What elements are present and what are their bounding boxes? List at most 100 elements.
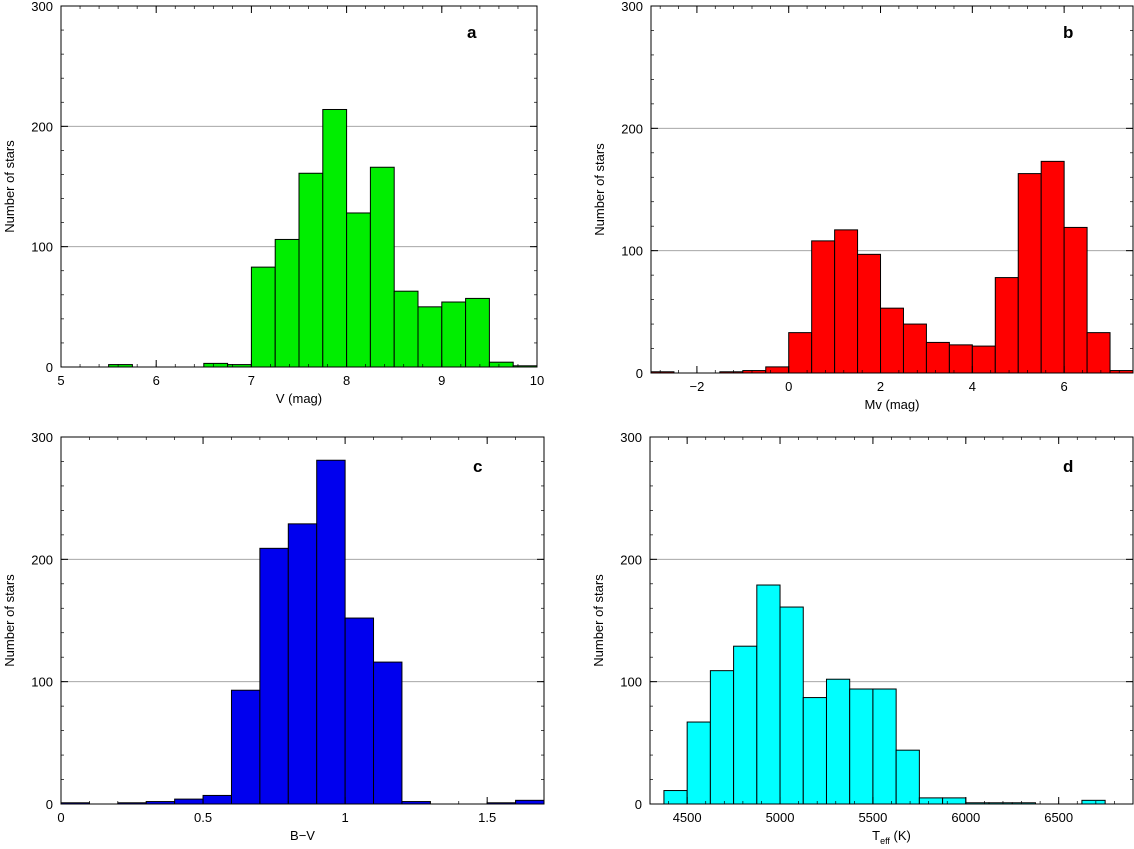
histogram-bar bbox=[322, 108, 348, 368]
x-tick-label: 4500 bbox=[673, 810, 702, 825]
y-tick-label: 300 bbox=[621, 0, 643, 14]
plot-frame bbox=[60, 436, 545, 805]
histogram-bar bbox=[1063, 226, 1088, 374]
x-axis-label: V (mag) bbox=[276, 391, 322, 406]
x-tick-label: 5 bbox=[57, 373, 64, 388]
histogram-bar bbox=[344, 617, 375, 805]
y-tick-label: 0 bbox=[46, 360, 53, 375]
x-tick-label: 2 bbox=[877, 379, 884, 394]
histogram-bar bbox=[709, 670, 735, 805]
y-tick-label: 200 bbox=[621, 121, 643, 136]
y-tick-label: 100 bbox=[621, 244, 643, 259]
x-tick-label: 0.5 bbox=[194, 810, 212, 825]
x-tick-label: 6000 bbox=[951, 810, 980, 825]
histogram-bar bbox=[417, 306, 443, 368]
x-axis-label: B−V bbox=[290, 828, 315, 843]
y-tick-label: 300 bbox=[31, 430, 53, 445]
x-tick-label: 10 bbox=[530, 373, 544, 388]
y-tick-label: 0 bbox=[46, 797, 53, 812]
histogram-bar bbox=[918, 797, 944, 805]
histogram-bar bbox=[488, 361, 514, 368]
x-tick-label: 7 bbox=[248, 373, 255, 388]
histogram-bar bbox=[971, 345, 996, 374]
x-tick-label: 0 bbox=[57, 810, 64, 825]
x-tick-label: 1 bbox=[342, 810, 349, 825]
panel-c: 0 0.5 1 1.5 0 100 200 300 B−V Number of stars c bbox=[2, 430, 545, 843]
panel-letter: c bbox=[473, 457, 482, 476]
histogram-bar bbox=[925, 341, 950, 374]
histogram-bar bbox=[287, 523, 318, 805]
histogram-bar bbox=[834, 229, 859, 374]
histogram-bar bbox=[994, 277, 1019, 374]
y-tick-label: 100 bbox=[620, 675, 642, 690]
x-axis-label-subscript: eff bbox=[880, 836, 890, 846]
histogram-bar bbox=[1017, 173, 1042, 374]
panel-letter: d bbox=[1063, 457, 1073, 476]
histogram-bar bbox=[733, 645, 758, 805]
histogram-bar bbox=[849, 688, 874, 805]
panel-b: −2 0 2 4 6 0 100 200 300 Mv (mag) Number of stars b bbox=[592, 0, 1134, 412]
histogram-bar bbox=[765, 366, 790, 374]
histogram-bar bbox=[316, 459, 346, 805]
histogram-bar bbox=[346, 212, 371, 368]
histogram-bar bbox=[788, 332, 813, 374]
x-tick-label: 5000 bbox=[766, 810, 795, 825]
histogram-bar bbox=[1081, 799, 1106, 805]
histogram-bar bbox=[259, 547, 289, 805]
histogram-bar bbox=[872, 688, 897, 805]
histogram-bar bbox=[942, 797, 967, 805]
x-axis-label: Mv (mag) bbox=[865, 397, 920, 412]
y-axis-label: Number of stars bbox=[591, 574, 606, 667]
histogram-bar bbox=[663, 790, 688, 805]
x-axis-label-unit: (K) bbox=[890, 828, 911, 843]
histogram-bar bbox=[373, 661, 403, 805]
plot-frame bbox=[60, 5, 538, 368]
histogram-bar bbox=[515, 799, 545, 805]
histogram-bar bbox=[880, 307, 904, 374]
y-tick-label: 0 bbox=[636, 366, 643, 381]
histogram-bar bbox=[902, 323, 927, 374]
histogram-bar bbox=[895, 749, 920, 805]
panel-letter: a bbox=[467, 23, 477, 42]
histogram-bar bbox=[441, 301, 467, 368]
x-tick-label: 1.5 bbox=[478, 810, 496, 825]
histogram-bar bbox=[802, 697, 827, 805]
histogram-bar bbox=[811, 240, 836, 374]
x-tick-label: 5500 bbox=[858, 810, 887, 825]
y-tick-label: 300 bbox=[31, 0, 53, 14]
histogram-bar bbox=[1040, 160, 1065, 374]
histogram-bar bbox=[948, 344, 973, 374]
y-axis-label: Number of stars bbox=[2, 574, 17, 667]
histogram-bar bbox=[298, 172, 324, 368]
histogram-bar bbox=[393, 290, 419, 368]
y-tick-label: 100 bbox=[31, 240, 53, 255]
histogram-bar bbox=[369, 166, 395, 368]
y-tick-label: 200 bbox=[620, 552, 642, 567]
panel-letter: b bbox=[1063, 23, 1073, 42]
x-tick-label: 4 bbox=[969, 379, 976, 394]
histogram-bar bbox=[686, 721, 711, 805]
histogram-bar bbox=[779, 606, 804, 805]
histogram-bar bbox=[203, 362, 229, 368]
histogram-bar bbox=[174, 798, 204, 805]
histogram-bar bbox=[857, 253, 882, 374]
histogram-bar bbox=[202, 794, 232, 805]
y-tick-label: 100 bbox=[31, 675, 53, 690]
y-axis-label: Number of stars bbox=[2, 140, 17, 233]
histogram-bar bbox=[230, 689, 261, 805]
x-tick-label: 6 bbox=[1061, 379, 1068, 394]
histogram-bar bbox=[274, 238, 300, 368]
x-tick-label: 6 bbox=[153, 373, 160, 388]
histogram-bar bbox=[825, 678, 851, 805]
y-tick-label: 200 bbox=[31, 119, 53, 134]
x-tick-label: −2 bbox=[689, 379, 704, 394]
histogram-bar bbox=[756, 584, 781, 805]
y-axis-label: Number of stars bbox=[592, 143, 607, 236]
y-tick-label: 300 bbox=[620, 430, 642, 445]
y-tick-label: 0 bbox=[635, 797, 642, 812]
y-tick-label: 200 bbox=[31, 552, 53, 567]
histogram-bar bbox=[1086, 332, 1111, 374]
